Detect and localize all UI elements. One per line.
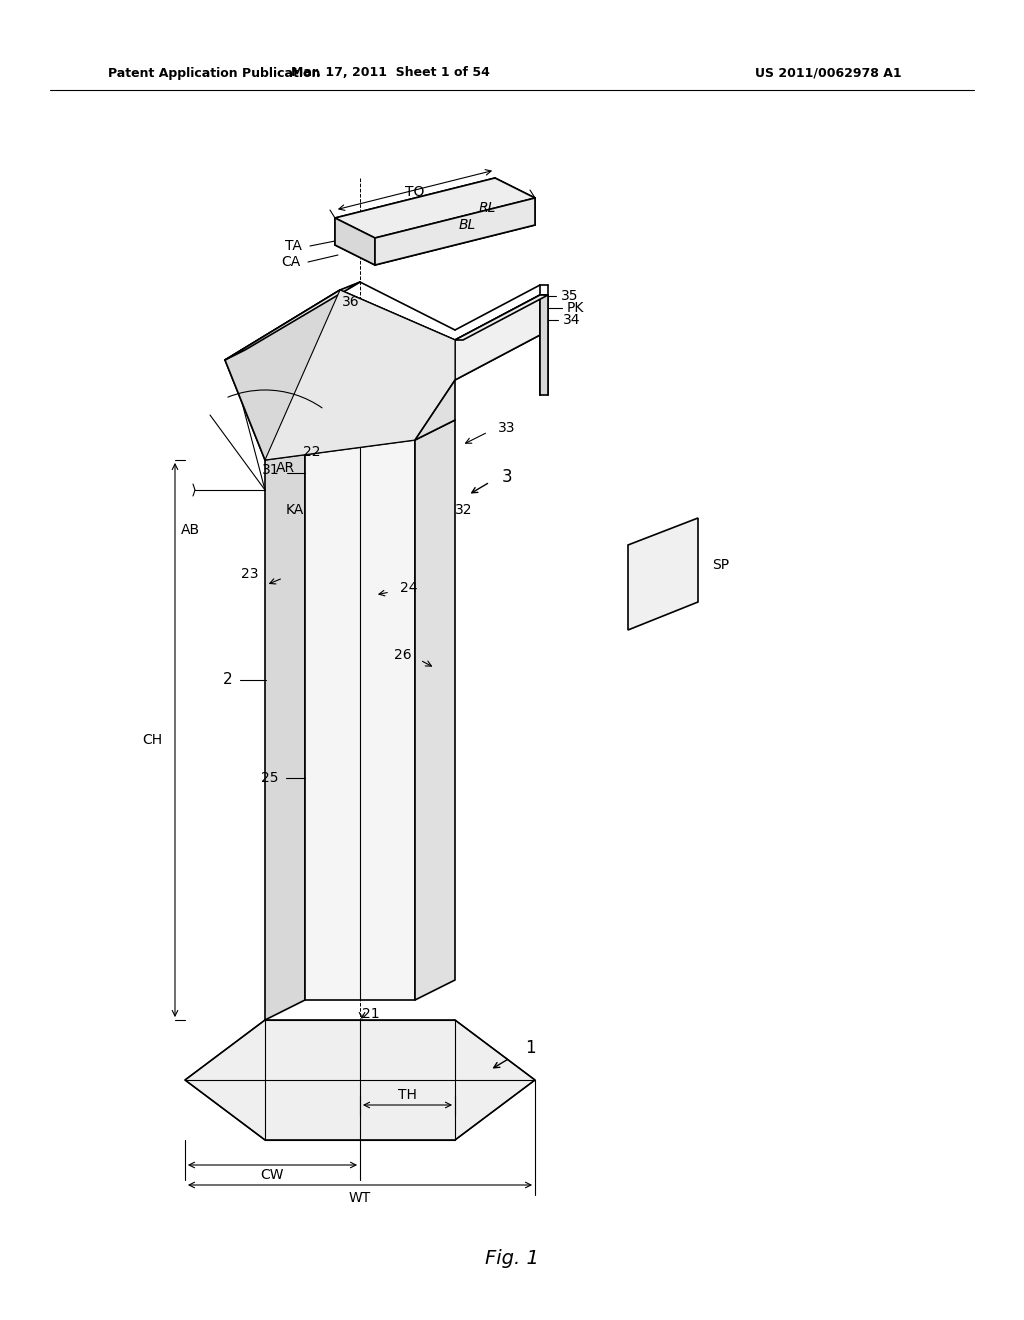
Text: 25: 25 [260, 771, 278, 785]
Text: RL: RL [478, 201, 496, 215]
Text: AB: AB [180, 523, 200, 537]
Polygon shape [455, 294, 540, 380]
Polygon shape [225, 282, 360, 360]
Text: 36: 36 [342, 294, 360, 309]
Text: CH: CH [142, 733, 162, 747]
Polygon shape [455, 294, 548, 341]
Text: US 2011/0062978 A1: US 2011/0062978 A1 [755, 66, 901, 79]
Polygon shape [305, 440, 415, 1001]
Polygon shape [415, 380, 455, 440]
Text: TO: TO [406, 185, 425, 199]
Polygon shape [335, 218, 375, 265]
Polygon shape [265, 290, 455, 459]
Text: 32: 32 [455, 503, 472, 517]
Text: Mar. 17, 2011  Sheet 1 of 54: Mar. 17, 2011 Sheet 1 of 54 [291, 66, 489, 79]
Text: 2: 2 [222, 672, 232, 688]
Text: CA: CA [281, 255, 300, 269]
Polygon shape [340, 290, 455, 380]
Text: 34: 34 [563, 313, 581, 327]
Polygon shape [540, 294, 548, 395]
Text: SP: SP [712, 558, 729, 572]
Text: CW: CW [260, 1168, 284, 1181]
Text: TA: TA [285, 239, 302, 253]
Text: 3: 3 [502, 469, 513, 486]
Polygon shape [628, 517, 698, 630]
Text: TH: TH [397, 1088, 417, 1102]
Text: Fig. 1: Fig. 1 [485, 1249, 539, 1267]
Text: 21: 21 [362, 1007, 380, 1020]
Text: 22: 22 [303, 445, 321, 459]
Polygon shape [185, 1020, 535, 1140]
Text: 23: 23 [241, 568, 258, 581]
Text: Patent Application Publication: Patent Application Publication [108, 66, 321, 79]
Text: AR: AR [275, 461, 295, 475]
Text: KA: KA [286, 503, 304, 517]
Text: WT: WT [349, 1191, 371, 1205]
Polygon shape [375, 198, 535, 265]
Polygon shape [225, 290, 415, 459]
Polygon shape [415, 420, 455, 1001]
Polygon shape [335, 178, 535, 238]
Text: 31: 31 [262, 463, 280, 477]
Text: 33: 33 [498, 421, 515, 436]
Text: 24: 24 [400, 581, 418, 595]
Text: PK: PK [567, 301, 585, 315]
Text: 35: 35 [561, 289, 579, 304]
Text: BL: BL [459, 218, 475, 232]
Text: 26: 26 [394, 648, 412, 663]
Text: 1: 1 [525, 1039, 536, 1057]
Polygon shape [265, 440, 305, 1020]
